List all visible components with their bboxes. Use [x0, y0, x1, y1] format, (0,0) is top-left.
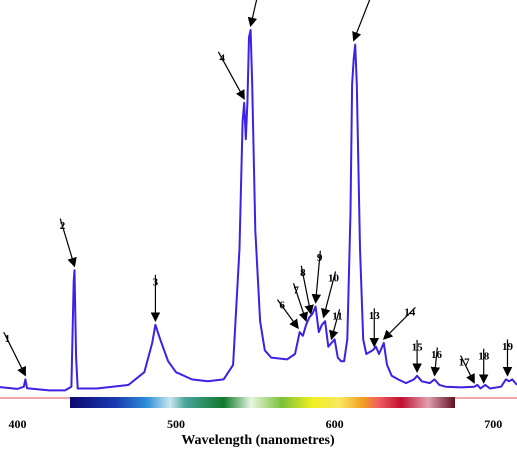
annotation-label: 13	[369, 310, 381, 322]
annotation-arrow	[276, 299, 299, 330]
annotation-label: 15	[412, 341, 424, 353]
annotation-label: 3	[153, 276, 159, 288]
annotation-label: 1	[5, 333, 11, 345]
annotation-arrow	[311, 250, 322, 304]
annotation-arrow	[247, 0, 258, 28]
x-axis-label: Wavelength (nanometres)	[181, 433, 335, 448]
annotation-label: 8	[300, 267, 306, 279]
annotation-label: 6	[279, 300, 285, 312]
x-tick-label: 700	[484, 417, 502, 431]
annotation-arrow	[321, 271, 337, 319]
annotation-label: 2	[60, 220, 66, 232]
annotation-label: 16	[431, 349, 443, 361]
annotation-arrow	[460, 355, 475, 384]
spectrum-line	[0, 29, 517, 392]
annotation-arrow	[430, 347, 441, 377]
annotation-arrow	[300, 265, 314, 315]
x-tick-label: 500	[167, 417, 185, 431]
annotation-arrow	[217, 51, 245, 100]
annotation-arrow	[3, 332, 26, 377]
annotation-label: 18	[478, 350, 490, 362]
annotation-label: 10	[328, 273, 340, 285]
spectrum-bar	[70, 397, 455, 408]
annotation-arrow	[329, 309, 341, 341]
annotation-label: 7	[293, 284, 299, 296]
annotation-arrow	[382, 306, 416, 340]
annotation-label: 11	[332, 311, 342, 323]
annotation-arrow	[292, 283, 308, 322]
x-tick-label: 400	[8, 417, 26, 431]
annotation-label: 4	[219, 52, 225, 64]
annotation-arrow	[59, 218, 77, 268]
annotation-label: 17	[459, 356, 471, 368]
x-tick-label: 600	[326, 417, 344, 431]
annotation-arrow	[352, 0, 371, 42]
annotation-label: 14	[404, 307, 416, 319]
annotation-label: 9	[317, 252, 323, 264]
annotation-label: 19	[502, 341, 514, 353]
